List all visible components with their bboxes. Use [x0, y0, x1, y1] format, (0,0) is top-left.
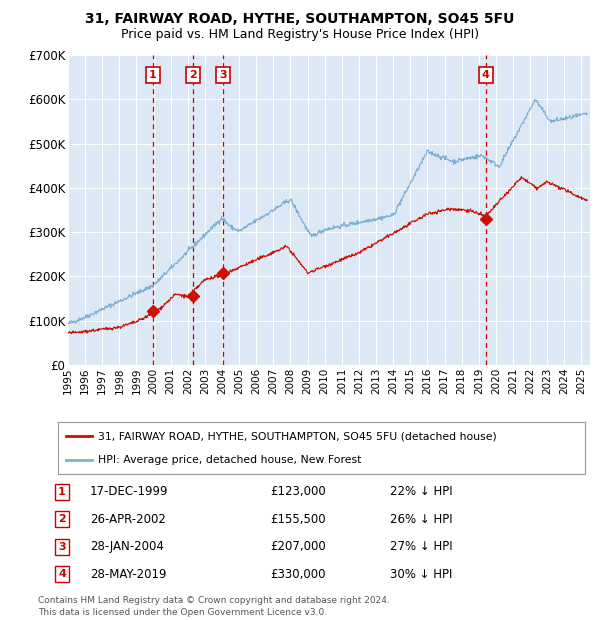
- Text: HPI: Average price, detached house, New Forest: HPI: Average price, detached house, New …: [98, 455, 361, 465]
- Text: £330,000: £330,000: [270, 568, 325, 581]
- Text: £155,500: £155,500: [270, 513, 326, 526]
- Text: 4: 4: [482, 70, 490, 80]
- Text: 31, FAIRWAY ROAD, HYTHE, SOUTHAMPTON, SO45 5FU: 31, FAIRWAY ROAD, HYTHE, SOUTHAMPTON, SO…: [85, 12, 515, 26]
- Text: 26-APR-2002: 26-APR-2002: [90, 513, 166, 526]
- Text: 26% ↓ HPI: 26% ↓ HPI: [390, 513, 452, 526]
- Text: 2: 2: [190, 70, 197, 80]
- Text: 3: 3: [220, 70, 227, 80]
- Text: £123,000: £123,000: [270, 485, 326, 498]
- Text: £207,000: £207,000: [270, 540, 326, 553]
- Text: 3: 3: [58, 542, 66, 552]
- Text: 17-DEC-1999: 17-DEC-1999: [90, 485, 169, 498]
- Text: Contains HM Land Registry data © Crown copyright and database right 2024.: Contains HM Land Registry data © Crown c…: [38, 596, 390, 605]
- Text: 2: 2: [58, 514, 66, 525]
- Text: 22% ↓ HPI: 22% ↓ HPI: [390, 485, 452, 498]
- Text: 4: 4: [58, 569, 66, 579]
- Text: 27% ↓ HPI: 27% ↓ HPI: [390, 540, 452, 553]
- Text: This data is licensed under the Open Government Licence v3.0.: This data is licensed under the Open Gov…: [38, 608, 327, 617]
- Text: 1: 1: [149, 70, 157, 80]
- Text: 1: 1: [58, 487, 66, 497]
- Text: 28-JAN-2004: 28-JAN-2004: [90, 540, 164, 553]
- Text: 31, FAIRWAY ROAD, HYTHE, SOUTHAMPTON, SO45 5FU (detached house): 31, FAIRWAY ROAD, HYTHE, SOUTHAMPTON, SO…: [98, 431, 496, 441]
- Text: 30% ↓ HPI: 30% ↓ HPI: [390, 568, 452, 581]
- Text: Price paid vs. HM Land Registry's House Price Index (HPI): Price paid vs. HM Land Registry's House …: [121, 28, 479, 41]
- Text: 28-MAY-2019: 28-MAY-2019: [90, 568, 167, 581]
